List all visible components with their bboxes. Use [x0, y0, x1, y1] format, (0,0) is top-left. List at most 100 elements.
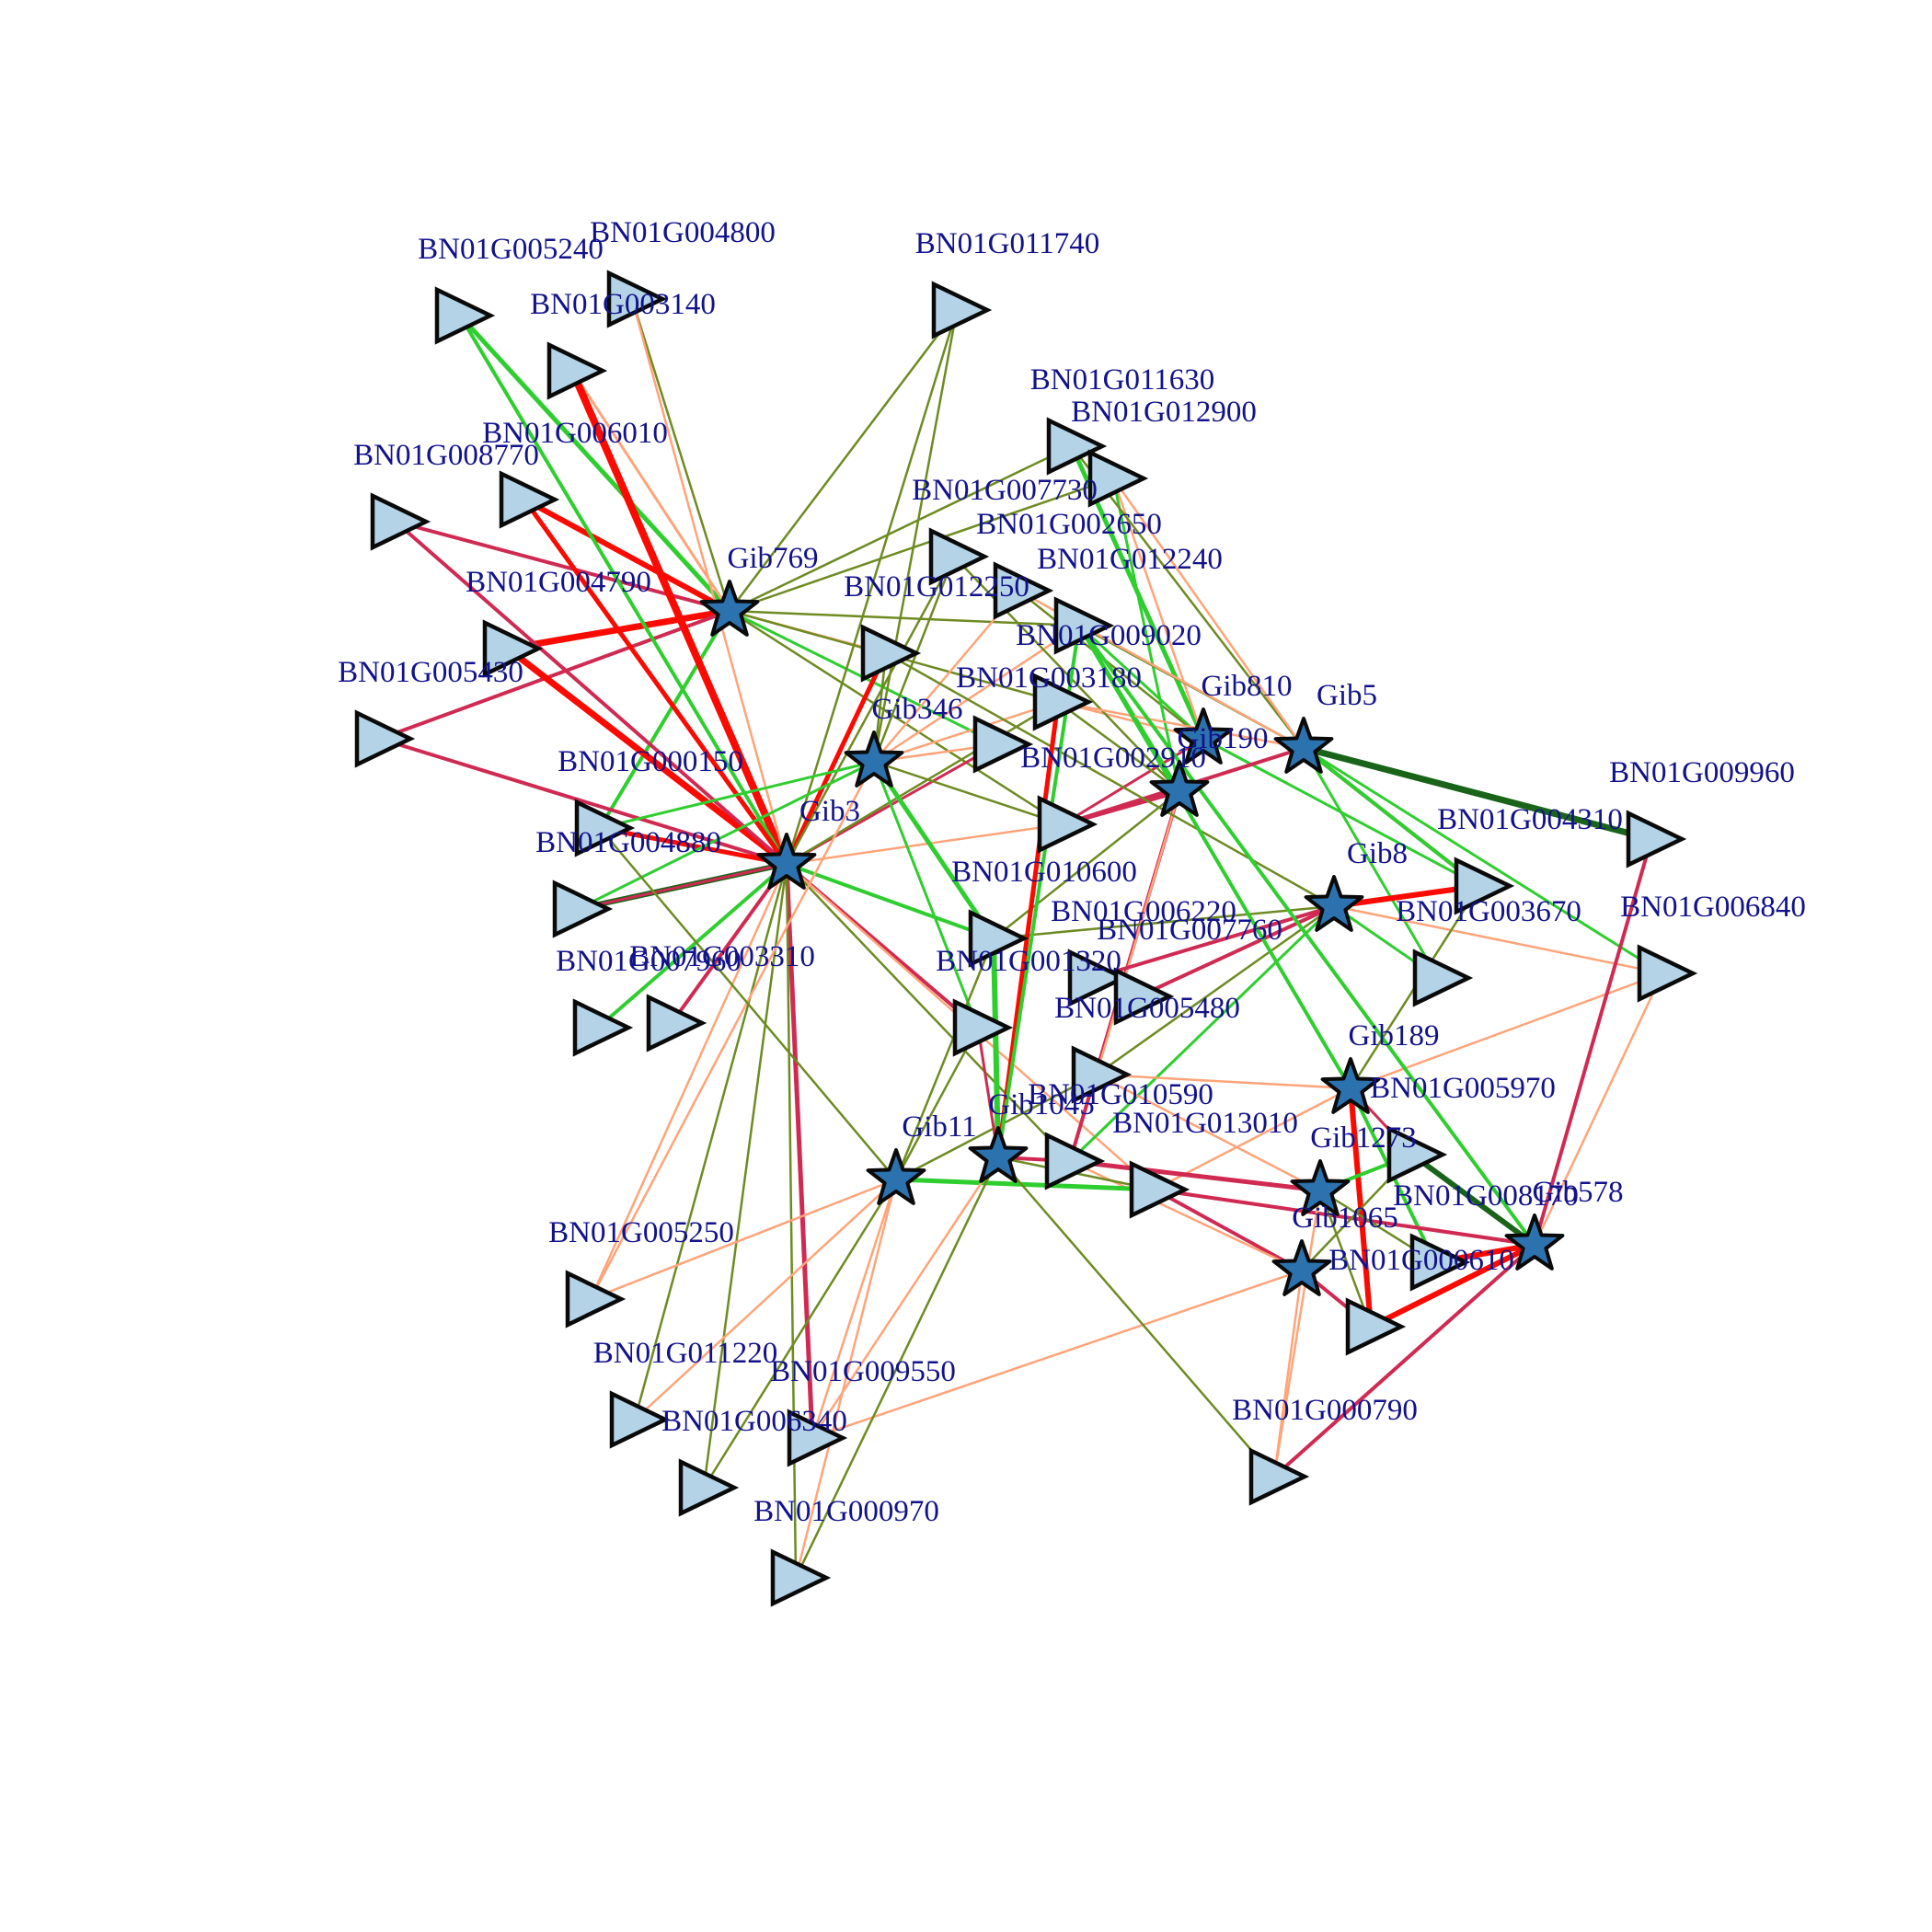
network-edge — [570, 369, 731, 613]
node-triangle-bn01g004310 — [1454, 857, 1515, 915]
network-edge — [1302, 746, 1440, 980]
network-edge — [872, 760, 980, 1029]
network-edge — [589, 862, 788, 1301]
node-triangle-bn01g011740 — [931, 281, 993, 339]
node-label-gib1045: Gib1045 — [988, 1088, 1095, 1121]
node-label-bn01g012250: BN01G012250 — [844, 570, 1029, 604]
network-edge — [1095, 1073, 1352, 1090]
network-edge — [1272, 1269, 1304, 1478]
node-label-gib578: Gib578 — [1533, 1176, 1624, 1209]
node-triangle-bn01g000610 — [1345, 1297, 1407, 1356]
node-label-gib5: Gib5 — [1317, 679, 1377, 712]
network-edge — [728, 308, 959, 613]
network-edge — [1077, 624, 1352, 1090]
node-triangle-bn01g011630 — [1046, 417, 1108, 476]
network-edge — [1017, 589, 1205, 741]
node-triangle-bn01g005970 — [1386, 1125, 1448, 1184]
node-triangle-bn01g012240 — [1053, 596, 1115, 655]
network-edge — [1153, 1188, 1536, 1247]
node-star-gib1045 — [968, 1126, 1029, 1183]
node-label-bn01g005250: BN01G005250 — [548, 1216, 734, 1249]
node-triangle-bn01g000970 — [770, 1548, 832, 1607]
network-edge — [728, 444, 1074, 613]
network-edge — [1111, 477, 1305, 750]
network-edge — [872, 624, 1081, 764]
node-triangle-bn01g003140 — [546, 341, 608, 400]
node-star-gib8 — [1304, 875, 1364, 932]
node-label-bn01g011220: BN01G011220 — [593, 1337, 777, 1370]
network-edge — [702, 1178, 898, 1489]
network-edge — [728, 609, 1064, 826]
network-edge — [811, 1178, 898, 1440]
node-triangle-bn01g007760 — [1113, 967, 1175, 1026]
network-edge — [1095, 1073, 1322, 1192]
node-triangle-bn01g010590 — [1044, 1132, 1106, 1190]
node-label-bn01g008170: BN01G008170 — [1393, 1179, 1579, 1213]
network-edge — [728, 477, 1115, 613]
node-star-gib11 — [866, 1148, 926, 1205]
node-triangle-bn01g006840 — [1637, 944, 1698, 1003]
network-edge — [522, 497, 789, 867]
node-triangle-bn01g004800 — [606, 270, 668, 328]
node-label-gib1273: Gib1273 — [1310, 1121, 1417, 1155]
node-triangle-bn01g006010 — [499, 470, 560, 529]
network-edge — [728, 609, 1081, 627]
node-label-bn01g009960: BN01G009960 — [1609, 756, 1795, 789]
network-edge — [784, 861, 815, 1441]
node-label-bn01g006840: BN01G006840 — [1620, 891, 1806, 924]
node-triangle-bn01g005250 — [565, 1270, 627, 1328]
node-label-gib3: Gib3 — [799, 795, 860, 828]
node-triangle-bn01g010600 — [968, 909, 1029, 968]
network-edge — [1409, 1152, 1537, 1248]
node-star-gib189 — [1320, 1057, 1381, 1114]
network-edge — [1272, 1243, 1536, 1478]
network-edge — [1111, 477, 1205, 741]
node-star-gib190 — [1149, 760, 1210, 817]
network-edge — [1318, 1189, 1373, 1328]
network-edge — [785, 308, 959, 866]
network-edge — [598, 760, 876, 830]
network-edge — [996, 1156, 1276, 1478]
node-label-bn01g012900: BN01G012900 — [1071, 396, 1257, 429]
network-edge — [394, 520, 788, 866]
node-label-bn01g006010: BN01G006010 — [482, 417, 668, 450]
network-edge — [794, 1156, 1000, 1580]
network-edge — [569, 367, 790, 868]
node-label-bn01g010600: BN01G010600 — [951, 856, 1137, 889]
node-label-bn01g004310: BN01G004310 — [1437, 803, 1623, 836]
node-triangle-bn01g007960 — [572, 998, 634, 1057]
network-edge — [598, 609, 731, 830]
network-edge — [598, 826, 898, 1181]
node-label-gib810: Gib810 — [1202, 670, 1293, 703]
node-label-bn01g011740: BN01G011740 — [915, 227, 1099, 260]
node-label-gib346: Gib346 — [872, 693, 963, 726]
node-label-gib189: Gib189 — [1349, 1019, 1440, 1052]
node-label-bn01g002910: BN01G002910 — [1020, 742, 1206, 775]
node-triangle-bn01g006340 — [678, 1458, 740, 1517]
network-edge — [992, 904, 1336, 940]
network-edge — [1095, 789, 1181, 1076]
network-edge — [1137, 904, 1336, 998]
network-edge — [1153, 1188, 1304, 1272]
node-label-bn01g006340: BN01G006340 — [661, 1405, 847, 1438]
node-label-bn01g003140: BN01G003140 — [530, 288, 716, 321]
node-triangle-bn01g007730 — [928, 527, 990, 586]
node-label-bn01g007760: BN01G007760 — [1097, 914, 1282, 947]
network-edge — [589, 1178, 898, 1301]
network-edge — [872, 700, 1060, 764]
network-edge — [630, 297, 788, 866]
network-edge — [811, 1269, 1304, 1440]
node-label-bn01g004880: BN01G004880 — [535, 826, 721, 859]
node-triangle-bn01g005430 — [354, 709, 416, 768]
node-label-bn01g005970: BN01G005970 — [1370, 1072, 1556, 1105]
network-edge — [1068, 1159, 1304, 1272]
network-edge — [1061, 737, 1205, 826]
node-label-bn01g005430: BN01G005430 — [338, 656, 523, 689]
node-label-bn01g000150: BN01G000150 — [558, 745, 743, 778]
node-label-bn01g000790: BN01G000790 — [1232, 1394, 1418, 1427]
network-edge — [630, 297, 731, 613]
network-edge — [702, 862, 788, 1489]
node-label-gib1065: Gib1065 — [1292, 1202, 1398, 1235]
node-label-bn01g007960: BN01G007960 — [556, 945, 742, 978]
network-edge — [894, 1026, 980, 1181]
